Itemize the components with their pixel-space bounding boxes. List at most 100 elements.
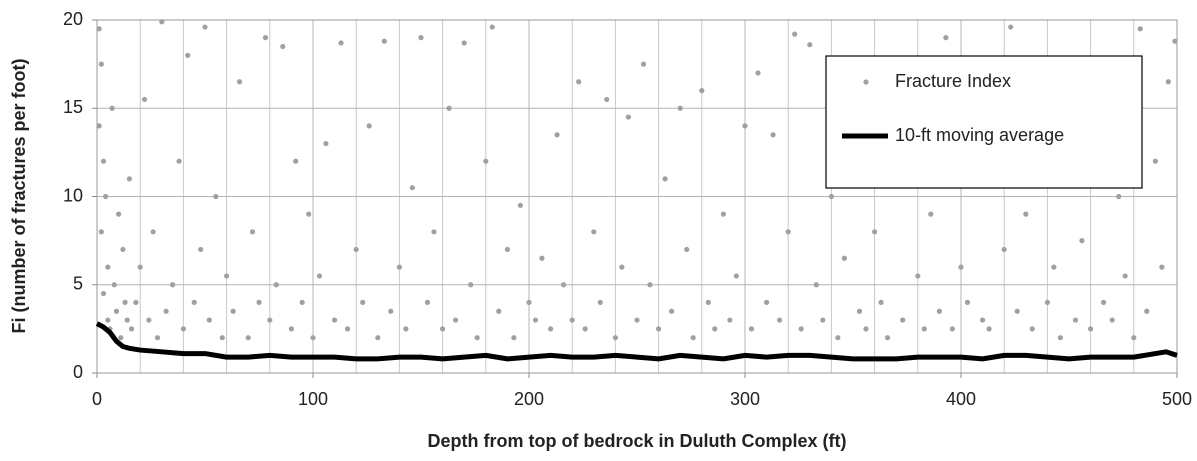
x-tick-label: 500 xyxy=(1162,389,1192,409)
scatter-point xyxy=(381,38,387,44)
scatter-point xyxy=(712,326,718,332)
scatter-point xyxy=(1044,299,1050,305)
scatter-point xyxy=(262,35,269,41)
scatter-point xyxy=(1023,211,1029,217)
scatter-point xyxy=(98,229,104,235)
scatter-point xyxy=(560,282,567,288)
scatter-point xyxy=(332,317,338,323)
scatter-point xyxy=(1152,158,1158,164)
scatter-point xyxy=(299,299,305,305)
scatter-point xyxy=(1144,308,1150,314)
scatter-point xyxy=(776,317,783,323)
scatter-point xyxy=(230,308,236,314)
scatter-point xyxy=(690,335,696,341)
scatter-point xyxy=(163,308,169,314)
scatter-point xyxy=(431,229,437,235)
scatter-point xyxy=(375,335,381,341)
scatter-point xyxy=(511,335,517,341)
scatter-point xyxy=(489,24,495,30)
scatter-point xyxy=(1051,264,1057,270)
scatter-point xyxy=(807,42,813,48)
scatter-point xyxy=(1137,26,1143,32)
scatter-point xyxy=(388,308,394,314)
scatter-point xyxy=(133,299,139,305)
y-tick-label: 20 xyxy=(63,9,83,29)
scatter-point xyxy=(146,317,152,323)
scatter-point xyxy=(306,211,312,217)
scatter-point xyxy=(180,326,186,332)
scatter-point xyxy=(360,299,366,305)
scatter-point xyxy=(338,40,344,46)
legend-marker xyxy=(863,79,869,85)
scatter-point xyxy=(612,335,619,341)
scatter-point xyxy=(409,185,415,191)
plot-border xyxy=(96,19,1178,374)
scatter-point xyxy=(267,317,273,323)
scatter-point xyxy=(928,211,934,217)
scatter-point xyxy=(96,26,102,32)
scatter-point xyxy=(770,132,776,138)
scatter-point xyxy=(764,299,770,305)
scatter-point xyxy=(582,326,588,332)
scatter-point xyxy=(677,105,683,111)
scatter-point xyxy=(103,193,109,200)
y-tick-label: 5 xyxy=(73,274,83,294)
scatter-point xyxy=(249,229,256,235)
scatter-point xyxy=(748,326,755,332)
scatter-point xyxy=(202,24,208,30)
scatter-point xyxy=(113,308,120,314)
x-tick-label: 100 xyxy=(298,389,328,409)
scatter-point xyxy=(964,299,971,305)
scatter-point xyxy=(798,326,804,332)
scatter-point xyxy=(884,335,891,341)
scatter-point xyxy=(154,335,161,341)
scatter-point xyxy=(1109,317,1115,323)
x-tick-label: 400 xyxy=(946,389,976,409)
scatter-point xyxy=(986,326,992,332)
scatter-point xyxy=(98,61,104,67)
legend-label: Fracture Index xyxy=(895,71,1011,91)
scatter-point xyxy=(1079,238,1085,244)
scatter-point xyxy=(841,255,847,261)
scatter-point xyxy=(526,299,532,305)
scatter-point xyxy=(1014,308,1020,314)
scatter-point xyxy=(124,317,130,323)
scatter-point xyxy=(1159,264,1165,270)
scatter-point xyxy=(915,273,921,279)
scatter-point xyxy=(150,229,156,235)
scatter-point xyxy=(96,123,102,129)
moving-average-line xyxy=(95,321,1178,362)
scatter-point xyxy=(900,317,906,323)
scatter-point xyxy=(1116,193,1122,200)
scatter-point xyxy=(539,255,545,261)
scatter-point xyxy=(668,308,675,314)
scatter-point xyxy=(126,176,132,182)
scatter-point xyxy=(1100,299,1107,305)
scatter-point xyxy=(856,308,863,314)
scatter-point xyxy=(943,35,949,41)
scatter-point xyxy=(1001,246,1007,253)
y-tick-label: 10 xyxy=(63,185,83,205)
scatter-point xyxy=(120,246,126,253)
scatter-point xyxy=(949,326,955,332)
scatter-point xyxy=(569,317,575,323)
scatter-point xyxy=(863,326,869,332)
scatter-point xyxy=(396,264,402,270)
scatter-point xyxy=(474,335,480,341)
scatter-point xyxy=(742,123,748,129)
legend-box xyxy=(825,55,1143,189)
scatter-point xyxy=(105,264,111,270)
scatter-point xyxy=(366,123,372,129)
scatter-point xyxy=(280,43,286,50)
scatter-point xyxy=(684,246,690,253)
scatter-point xyxy=(206,317,212,323)
y-tick-label: 0 xyxy=(73,362,83,382)
scatter-point xyxy=(128,326,135,332)
scatter-point xyxy=(424,299,431,305)
scatter-point xyxy=(323,140,329,147)
scatter-point xyxy=(224,273,230,279)
scatter-point xyxy=(141,96,148,103)
scatter-point xyxy=(137,264,143,270)
scatter-point xyxy=(353,246,359,253)
